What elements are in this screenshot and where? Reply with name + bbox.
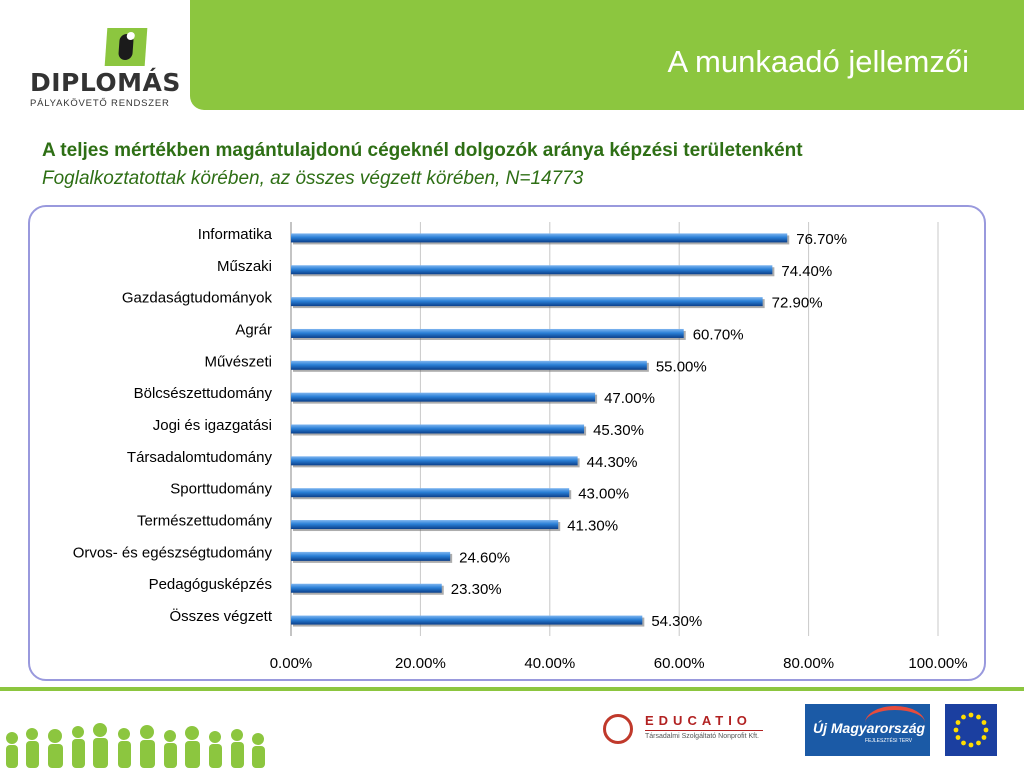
eu-star [976, 740, 981, 746]
category-label: Agrár [235, 321, 272, 338]
bar [291, 488, 570, 498]
value-label: 74.40% [781, 263, 832, 280]
category-label: Összes végzett [169, 607, 272, 625]
bar [291, 583, 442, 593]
x-tick-label: 40.00% [524, 655, 575, 672]
category-label: Műszaki [217, 258, 272, 275]
category-label: Pedagógusképzés [149, 576, 272, 593]
chart-frame [28, 205, 986, 681]
category-label: Informatika [198, 226, 273, 243]
category-label: Bölcsészettudomány [134, 385, 273, 402]
value-label: 23.30% [451, 581, 502, 598]
people-silhouettes-icon [6, 723, 265, 768]
logo-word: DIPLOMÁS [30, 68, 181, 97]
eu-star [955, 735, 961, 740]
bar [291, 265, 773, 275]
bar [291, 424, 585, 434]
rainbow-arc-icon [865, 706, 925, 740]
bar [291, 233, 788, 243]
bar [291, 520, 559, 530]
value-label: 47.00% [604, 390, 655, 407]
umft-word: Új Magyarország [813, 720, 926, 736]
eu-star [953, 727, 959, 733]
eu-star [955, 720, 961, 725]
eu-star [976, 714, 981, 720]
value-label: 43.00% [578, 486, 629, 503]
x-tick-label: 100.00% [908, 655, 967, 672]
umft-subtitle: FEJLESZTÉSI TERV [865, 738, 913, 744]
eu-flag-icon [945, 704, 997, 756]
category-label: Társadalomtudomány [127, 449, 273, 466]
educatio-subtitle: Társadalmi Szolgáltató Nonprofit Kft. [645, 733, 759, 740]
educatio-emblem-icon [603, 714, 633, 744]
value-label: 76.70% [796, 231, 847, 248]
category-label: Sporttudomány [170, 481, 272, 498]
eu-star [983, 727, 989, 733]
value-label: 24.60% [459, 549, 510, 566]
footer-divider [0, 687, 1024, 691]
bar [291, 297, 763, 307]
category-label: Természettudomány [137, 513, 273, 530]
bar [291, 360, 647, 370]
educatio-logo: EDUCATIO Társadalmi Szolgáltató Nonprofi… [603, 708, 783, 758]
category-label: Orvos- és egészségtudomány [73, 544, 273, 561]
x-tick-label: 80.00% [783, 655, 834, 672]
value-label: 60.70% [693, 326, 744, 343]
value-label: 55.00% [656, 358, 707, 375]
x-tick-label: 20.00% [395, 655, 446, 672]
title-bar: A munkaadó jellemzői [190, 0, 1024, 110]
educatio-word: EDUCATIO [645, 713, 752, 728]
value-label: 41.30% [567, 518, 618, 535]
bar [291, 328, 684, 338]
value-label: 45.30% [593, 422, 644, 439]
x-tick-label: 0.00% [270, 655, 313, 672]
value-label: 54.30% [651, 613, 702, 630]
x-tick-label: 60.00% [654, 655, 705, 672]
eu-star [968, 712, 974, 718]
eu-star [968, 742, 974, 748]
eu-star [961, 714, 966, 720]
category-label: Gazdaságtudományok [122, 290, 273, 307]
category-label: Művészeti [204, 353, 272, 370]
value-label: 44.30% [587, 454, 638, 471]
bar [291, 456, 578, 466]
eu-star [981, 720, 987, 725]
chart-subheading: Foglalkoztatottak körében, az összes vég… [42, 168, 584, 189]
bar [291, 392, 596, 402]
eu-star [981, 735, 987, 740]
page-title: A munkaadó jellemzői [667, 44, 969, 79]
eu-star [961, 740, 966, 746]
logo-subtitle: PÁLYAKÖVETŐ RENDSZER [30, 98, 170, 109]
category-label: Jogi és igazgatási [153, 417, 272, 434]
bar [291, 615, 643, 625]
bar [291, 551, 451, 561]
diplomas-logo: DIPLOMÁS PÁLYAKÖVETŐ RENDSZER [28, 28, 180, 112]
value-label: 72.90% [772, 295, 823, 312]
uj-magyarorszag-logo: Új Magyarország FEJLESZTÉSI TERV [805, 704, 930, 756]
chart-heading: A teljes mértékben magántulajdonú cégekn… [42, 140, 803, 161]
